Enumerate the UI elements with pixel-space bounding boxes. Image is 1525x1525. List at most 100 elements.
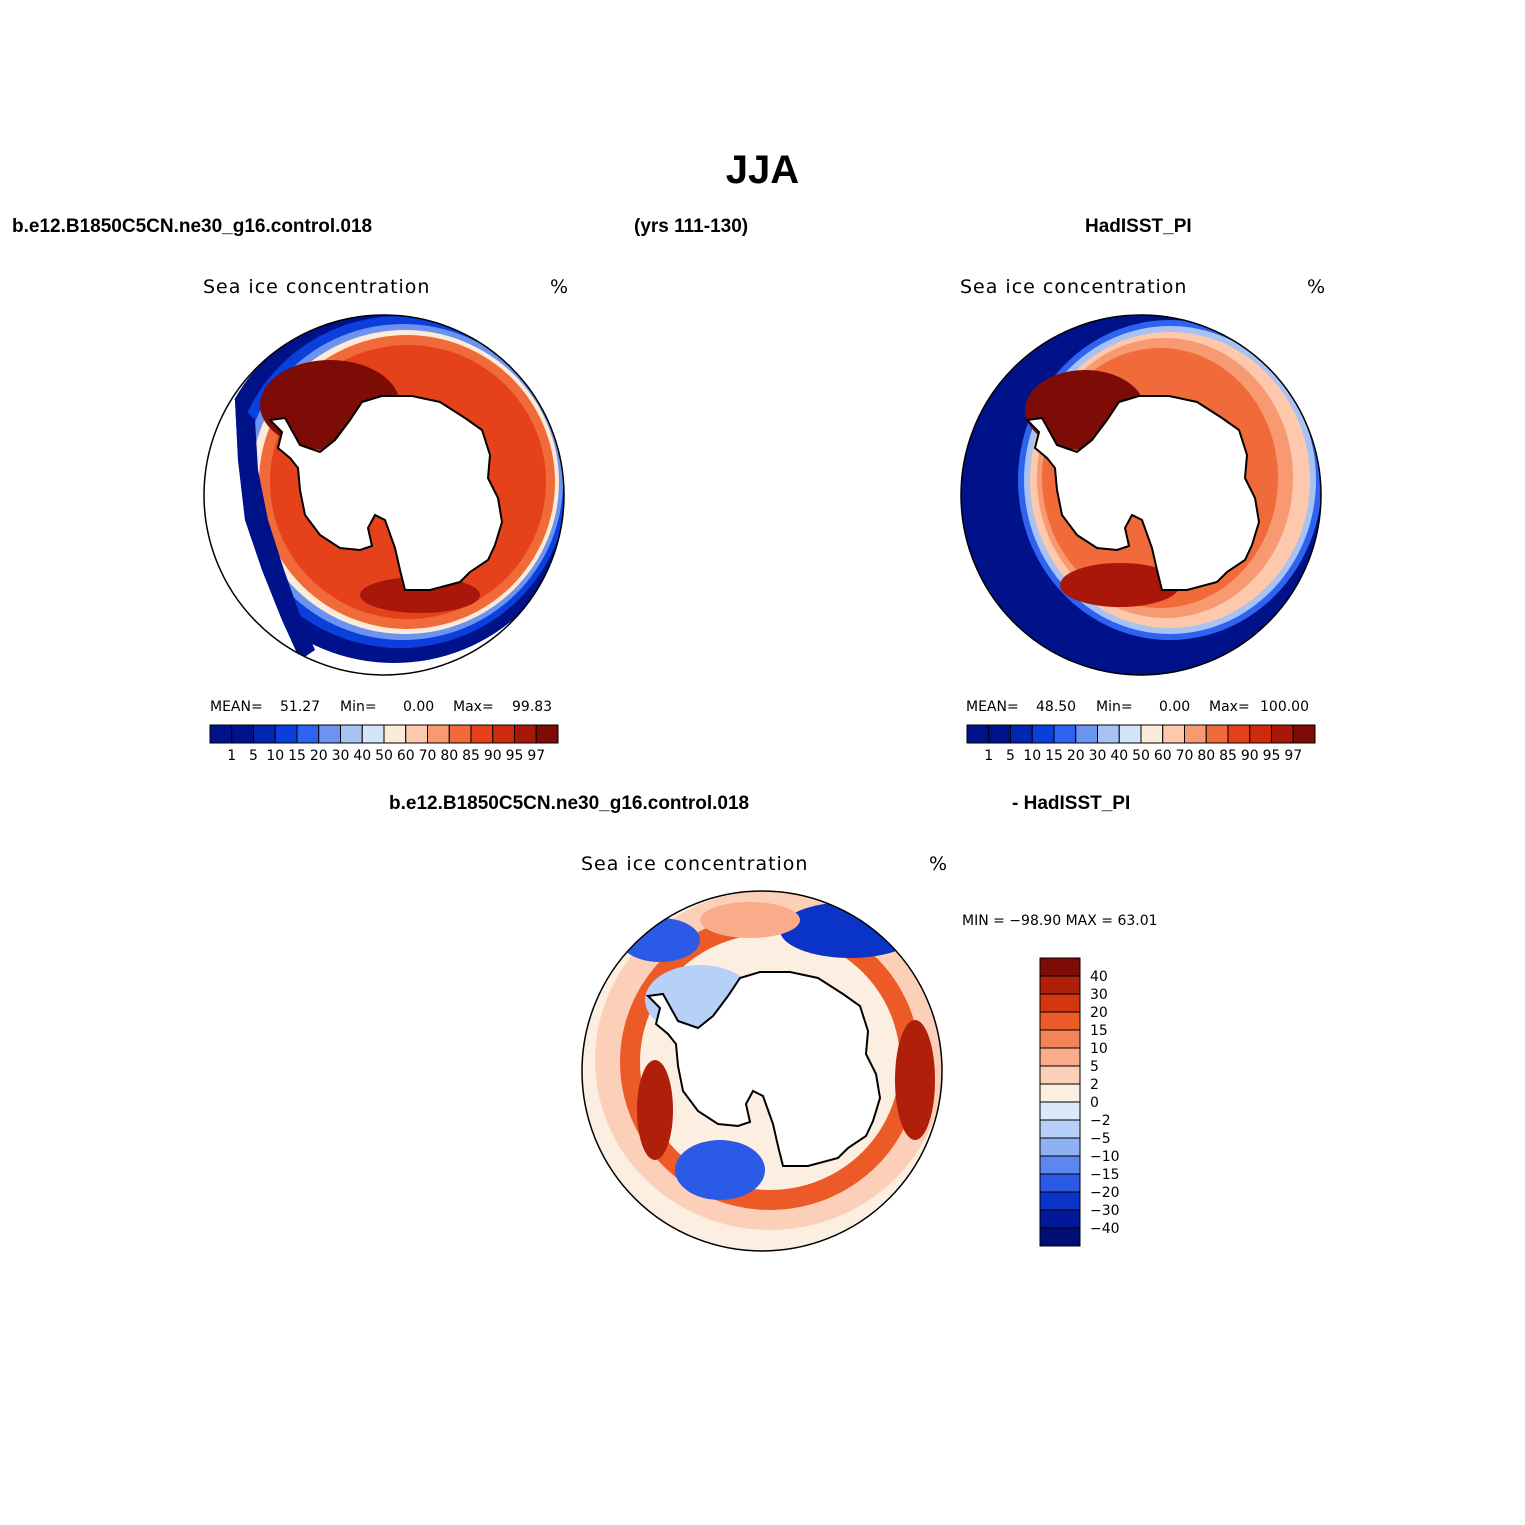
colorbar-tick-label: 30 (332, 748, 350, 764)
colorbar-box (1031, 724, 1055, 744)
colorbar-tick-label: 40 (353, 748, 371, 764)
diff-colorbar-box (1039, 957, 1081, 977)
colorbar-box (1053, 724, 1077, 744)
colorbar-box (209, 724, 233, 744)
colorbar-tick-label: 95 (506, 748, 524, 764)
panel-model-mean-value: 51.27 (280, 699, 321, 715)
panel-model-min-value: 0.00 (403, 699, 435, 715)
diff-colorbar-tick-label: −5 (1090, 1131, 1111, 1147)
colorbar-box (340, 724, 363, 744)
map-model (203, 314, 565, 676)
colorbar-tick-label: 15 (1045, 748, 1063, 764)
panel-model-units: % (550, 276, 570, 298)
colorbar-box (448, 724, 472, 744)
colorbar-tick-label: 95 (1263, 748, 1281, 764)
diff-colorbar-tick-label: −20 (1090, 1185, 1120, 1201)
panel-obs-min-value: 0.00 (1159, 699, 1191, 715)
diff-colorbar-tick-label: 30 (1090, 987, 1108, 1003)
panel-obs-mean-value: 48.50 (1036, 699, 1077, 715)
colorbar-box (383, 724, 407, 744)
colorbar-tick-label: 80 (1197, 748, 1215, 764)
diff-colorbar-box (1039, 1083, 1081, 1103)
colorbar-box (1249, 724, 1272, 744)
colorbar-box (253, 724, 276, 744)
colorbar-box (318, 724, 341, 744)
colorbar-box (492, 724, 515, 744)
diff-colorbar-box (1039, 1173, 1081, 1193)
colorbar-box (1162, 724, 1185, 744)
colorbar-box (361, 724, 385, 744)
colorbar-box (1292, 724, 1316, 744)
colorbar-box (405, 724, 428, 744)
diff-colorbar-box (1039, 1209, 1081, 1229)
panel-diff-heading-right: - HadISST_PI (1012, 793, 1131, 814)
colorbar-tick-label: 1 (984, 748, 993, 764)
diff-colorbar-box (1039, 1047, 1081, 1067)
colorbar-box (988, 724, 1011, 744)
map-obs (960, 314, 1322, 676)
diff-colorbar-box (1039, 1011, 1081, 1031)
diff-colorbar-tick-label: 15 (1090, 1023, 1108, 1039)
diff-colorbar-tick-label: −10 (1090, 1149, 1120, 1165)
colorbar-box (470, 724, 494, 744)
colorbar-box (1075, 724, 1098, 744)
colorbar-box (274, 724, 298, 744)
panel-obs-max-label: Max= (1209, 699, 1250, 715)
antarctica-model (267, 395, 504, 591)
panel-diff-title: Sea ice concentration (581, 853, 809, 875)
colorbar-tick-label: 30 (1089, 748, 1107, 764)
panel-model-title: Sea ice concentration (203, 276, 431, 298)
colorbar-box (1227, 724, 1251, 744)
diff-colorbar-box (1039, 1101, 1081, 1121)
panel-obs-min-label: Min= (1096, 699, 1133, 715)
diff-colorbar-tick-label: 10 (1090, 1041, 1108, 1057)
diff-colorbar-tick-label: 20 (1090, 1005, 1108, 1021)
panel-model-max-label: Max= (453, 699, 494, 715)
colorbar-tick-label: 80 (440, 748, 458, 764)
colorbar-tick-label: 5 (1006, 748, 1015, 764)
diff-colorbar-tick-label: −2 (1090, 1113, 1111, 1129)
colorbar-box (966, 724, 990, 744)
diff-colorbar-box (1039, 1191, 1081, 1211)
colorbar-box (1010, 724, 1033, 744)
colorbar-box (231, 724, 254, 744)
colorbar-box (535, 724, 559, 744)
panel-model-mean-label: MEAN= (210, 699, 263, 715)
panel-obs-mean-label: MEAN= (966, 699, 1019, 715)
antarctica-diff (645, 971, 882, 1167)
colorbar-box (1205, 724, 1229, 744)
colorbar-tick-label: 50 (1132, 748, 1150, 764)
diff-colorbar-box (1039, 975, 1081, 995)
header-obs-name: HadISST_PI (1085, 216, 1192, 237)
colorbar-box (1184, 724, 1207, 744)
colorbar-tick-label: 1 (227, 748, 236, 764)
colorbar-box (1097, 724, 1120, 744)
colorbar-box (427, 724, 450, 744)
panel-model-min-label: Min= (340, 699, 377, 715)
diff-colorbar-box (1039, 1029, 1081, 1049)
diff-colorbar-tick-label: −30 (1090, 1203, 1120, 1219)
diff-colorbar-box (1039, 1119, 1081, 1139)
colorbar-box (296, 724, 320, 744)
diff-colorbar-tick-label: 40 (1090, 969, 1108, 985)
colorbar-tick-label: 85 (462, 748, 480, 764)
diff-colorbar-tick-label: 5 (1090, 1059, 1099, 1075)
diff-colorbar-box (1039, 1155, 1081, 1175)
colorbar-box (1118, 724, 1142, 744)
header-model-name: b.e12.B1850C5CN.ne30_g16.control.018 (12, 216, 373, 237)
figure-title: JJA (725, 148, 800, 192)
colorbar-tick-label: 5 (249, 748, 258, 764)
colorbar-tick-label: 85 (1219, 748, 1237, 764)
colorbar-tick-label: 20 (1067, 748, 1085, 764)
panel-diff-stats: MIN = −98.90 MAX = 63.01 (962, 913, 1158, 929)
diff-colorbar-tick-label: 2 (1090, 1077, 1099, 1093)
header-years: (yrs 111-130) (634, 216, 749, 237)
colorbar-tick-label: 10 (1023, 748, 1041, 764)
colorbar-tick-label: 60 (1154, 748, 1172, 764)
colorbar-tick-label: 70 (419, 748, 437, 764)
colorbar-tick-label: 40 (1110, 748, 1128, 764)
colorbar-box (1140, 724, 1164, 744)
colorbar-box (514, 724, 537, 744)
